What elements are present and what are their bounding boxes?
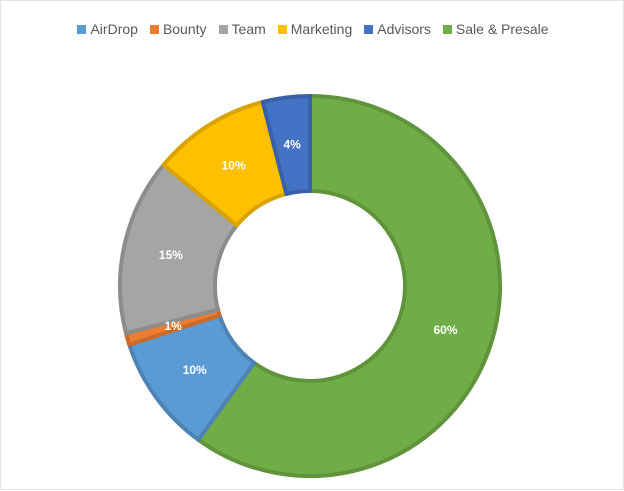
legend-item-team: Team: [218, 21, 266, 37]
donut-slices: [118, 94, 502, 478]
slice-sale-and-presale: [196, 94, 502, 478]
chart-legend: AirDrop Bounty Team Marketing Advisors Sale &…: [1, 21, 624, 37]
legend-item-bounty: Bounty: [149, 21, 207, 37]
legend-item-marketing: Marketing: [277, 21, 353, 37]
data-label-marketing: 10%: [222, 159, 246, 173]
data-label-airdrop: 10%: [183, 363, 207, 377]
data-label-sale-and-presale: 60%: [434, 323, 458, 337]
data-label-bounty: 1%: [164, 319, 182, 333]
slice-advisors: [260, 94, 312, 196]
data-label-advisors: 4%: [283, 138, 301, 152]
legend-label: Marketing: [290, 21, 353, 37]
data-label-team: 15%: [159, 248, 183, 262]
legend-swatch: [442, 24, 452, 34]
legend-item-airdrop: AirDrop: [77, 21, 138, 37]
legend-label: Team: [231, 21, 266, 37]
legend-item-sale-and-presale: Sale & Presale: [442, 21, 549, 37]
legend-label: Sale & Presale: [455, 21, 549, 37]
legend-label: Advisors: [377, 21, 431, 37]
legend-swatch: [149, 24, 159, 34]
legend-label: Bounty: [162, 21, 207, 37]
legend-swatch: [277, 24, 287, 34]
legend-swatch: [77, 24, 87, 34]
data-labels: 60% 10% 1% 15% 10% 4%: [159, 138, 458, 377]
legend-item-advisors: Advisors: [364, 21, 431, 37]
legend-swatch: [218, 24, 228, 34]
legend-swatch: [364, 24, 374, 34]
legend-label: AirDrop: [90, 21, 138, 37]
